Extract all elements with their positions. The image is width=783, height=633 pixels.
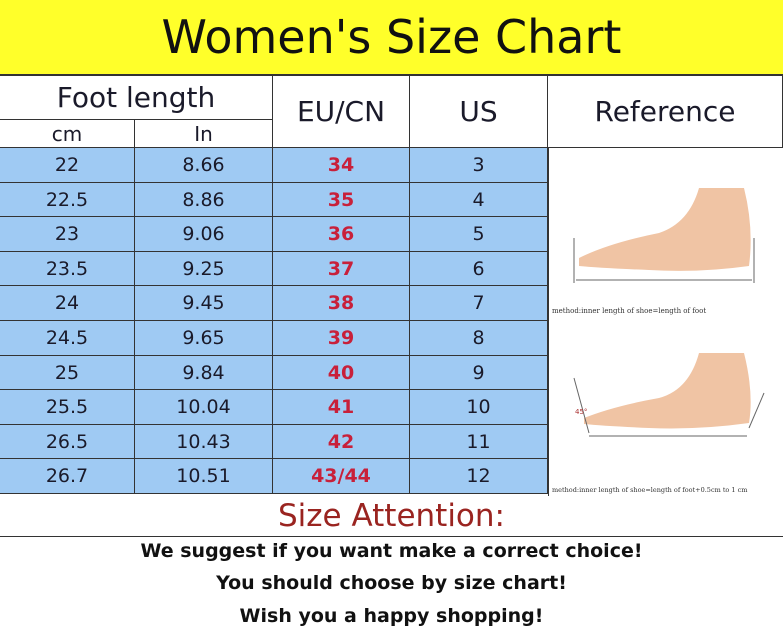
cell-in: 10.51 xyxy=(135,459,273,494)
cell-cm: 23.5 xyxy=(0,251,135,287)
cell-cm: 25 xyxy=(0,355,135,391)
cell-in: 9.45 xyxy=(135,286,273,321)
size-table: Foot length cm In EU/CN US Reference met… xyxy=(0,76,783,496)
cell-us: 7 xyxy=(410,286,548,321)
cell-eu: 43/44 xyxy=(273,459,410,494)
size-attention-title: Size Attention: xyxy=(0,496,783,537)
cell-us: 3 xyxy=(410,148,548,183)
cell-cm: 26.7 xyxy=(0,459,135,494)
cell-in: 9.25 xyxy=(135,251,273,287)
angle-label: 45° xyxy=(575,408,587,416)
cell-eu: 38 xyxy=(273,286,410,321)
cell-us: 10 xyxy=(410,390,548,425)
header-foot-length: Foot length xyxy=(0,76,273,120)
cell-cm: 26.5 xyxy=(0,424,135,460)
attention-line: Wish you a happy shopping! xyxy=(239,605,544,627)
attention-line: You should choose by size chart! xyxy=(216,572,567,594)
cell-in: 9.06 xyxy=(135,217,273,252)
reference-caption-2: method:inner length of shoe=length of fo… xyxy=(552,486,748,494)
cell-eu: 34 xyxy=(273,148,410,183)
cell-in: 9.65 xyxy=(135,321,273,356)
cell-in: 8.86 xyxy=(135,182,273,218)
header-us: US xyxy=(410,76,548,148)
header-cm: cm xyxy=(0,120,135,148)
header-eu-cn: EU/CN xyxy=(273,76,410,148)
cell-eu: 39 xyxy=(273,321,410,356)
foot-angle-diagram-icon: 45° xyxy=(573,353,765,437)
cell-in: 9.84 xyxy=(135,355,273,391)
attention-line: We suggest if you want make a correct ch… xyxy=(140,540,643,562)
cell-us: 12 xyxy=(410,459,548,494)
cell-us: 4 xyxy=(410,182,548,218)
reference-images: method:inner length of shoe=length of fo… xyxy=(548,148,783,496)
cell-us: 11 xyxy=(410,424,548,460)
cell-in: 10.04 xyxy=(135,390,273,425)
cell-cm: 24.5 xyxy=(0,321,135,356)
cell-us: 8 xyxy=(410,321,548,356)
reference-caption-1: method:inner length of shoe=length of fo… xyxy=(552,307,707,315)
cell-cm: 22 xyxy=(0,148,135,183)
cell-eu: 35 xyxy=(273,182,410,218)
cell-eu: 40 xyxy=(273,355,410,391)
cell-cm: 23 xyxy=(0,217,135,252)
cell-eu: 37 xyxy=(273,251,410,287)
cell-in: 8.66 xyxy=(135,148,273,183)
cell-cm: 25.5 xyxy=(0,390,135,425)
cell-cm: 24 xyxy=(0,286,135,321)
cell-eu: 36 xyxy=(273,217,410,252)
cell-us: 9 xyxy=(410,355,548,391)
cell-cm: 22.5 xyxy=(0,182,135,218)
cell-eu: 42 xyxy=(273,424,410,460)
cell-in: 10.43 xyxy=(135,424,273,460)
cell-eu: 41 xyxy=(273,390,410,425)
header-reference: Reference xyxy=(548,76,783,148)
foot-diagram-icon xyxy=(573,188,755,283)
cell-us: 6 xyxy=(410,251,548,287)
cell-us: 5 xyxy=(410,217,548,252)
chart-title: Women's Size Chart xyxy=(0,0,783,76)
header-in: In xyxy=(135,120,273,148)
